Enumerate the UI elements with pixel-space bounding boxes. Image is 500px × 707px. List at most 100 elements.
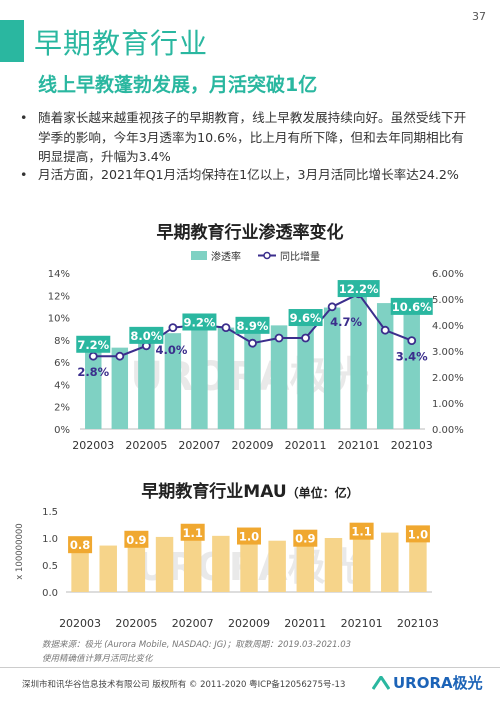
bar-value-box xyxy=(76,335,111,353)
penetration-bar xyxy=(350,293,367,429)
mau-chart-title-text: 早期教育行业MAU xyxy=(141,482,287,502)
legend-marker-yoy xyxy=(263,251,271,260)
y-tick-label: 10% xyxy=(48,314,70,325)
yoy-point xyxy=(380,325,390,335)
x-tick-label: 202003 xyxy=(72,439,114,452)
mau-bar xyxy=(155,536,174,592)
bullet-text-1: 随着家长越来越重视孩子的早期教育，线上早教发展持续向好。虽然受线下开学季的影响，… xyxy=(38,110,467,164)
y-tick-label: 1.0 xyxy=(42,534,58,545)
y-tick-label: 12% xyxy=(48,291,70,302)
bullet-dot: • xyxy=(20,110,28,125)
mau-bar xyxy=(127,541,146,592)
line-value-label: 4.7% xyxy=(330,315,362,329)
bar-value-label: 12.2% xyxy=(339,282,379,296)
x-tick-label: 202005 xyxy=(125,439,167,452)
mau-value-label: 0.8 xyxy=(70,538,90,552)
mau-value-label: 1.1 xyxy=(183,526,203,540)
mau-value-label: 0.9 xyxy=(126,533,146,547)
x-tick-label: 202007 xyxy=(172,617,214,630)
mau-bar xyxy=(409,536,427,592)
mau-value-label: 1.0 xyxy=(239,530,259,544)
yoy-point xyxy=(301,333,310,343)
mau-bar xyxy=(212,535,230,592)
y-tick-label: 8% xyxy=(54,336,70,347)
y2-tick-label: 4.00% xyxy=(432,321,464,332)
x-tick-label: 202103 xyxy=(391,439,433,452)
aurora-logo-icon xyxy=(372,676,390,690)
mau-bar xyxy=(99,545,117,592)
penetration-bar xyxy=(323,307,341,429)
source-note: 数据来源：极光 (Aurora Mobile, NASDAQ: JG)；取数周期… xyxy=(42,640,352,650)
bar-value-box xyxy=(337,280,380,298)
bar-value-label: 7.2% xyxy=(77,338,109,352)
legend-label-yoy: 同比增量 xyxy=(280,250,320,263)
footer-logo-text: URORA极光 xyxy=(393,674,483,692)
bar-value-box xyxy=(235,316,270,334)
mau-value-box xyxy=(237,527,261,545)
x-tick-label: 202011 xyxy=(284,617,326,630)
bar-value-label: 10.6% xyxy=(392,300,432,314)
yoy-point xyxy=(221,323,231,332)
y-tick-label: 4% xyxy=(54,380,70,391)
penetration-bar xyxy=(85,348,102,429)
penetration-bar xyxy=(217,327,235,429)
bar-value-box xyxy=(129,326,164,344)
yoy-point xyxy=(248,338,257,348)
x-tick-label: 202101 xyxy=(338,439,380,452)
yoy-point xyxy=(274,333,284,343)
bullet-paragraph-2: • 月活方面，2021年Q1月活均保持在1亿以上，3月月活同比增长率达24.2% xyxy=(20,165,470,185)
y-tick-label: 2% xyxy=(54,403,70,414)
mau-value-label: 0.9 xyxy=(295,532,315,546)
method-note: 使用精确值计算月活同比变化 xyxy=(42,654,153,664)
mau-bar xyxy=(71,547,89,592)
mau-value-label: 1.1 xyxy=(351,525,371,539)
y2-tick-label: 5.00% xyxy=(432,295,464,306)
bullet-dot: • xyxy=(20,167,28,182)
x-tick-label: 202011 xyxy=(285,439,327,452)
yoy-point xyxy=(407,336,417,345)
bar-value-box xyxy=(288,309,323,327)
mau-chart-title: 早期教育行业MAU（单位：亿） xyxy=(0,477,500,502)
mau-value-label: 1.0 xyxy=(408,527,428,541)
x-tick-label: 202101 xyxy=(341,617,383,630)
penetration-chart-title: 早期教育行业渗透率变化 xyxy=(156,223,344,243)
yoy-point xyxy=(115,351,125,361)
mau-chart: URORA极光1.51.00.50.0x 1000000000.80.91.11… xyxy=(15,507,439,630)
footer-logo: URORA极光 xyxy=(372,672,483,693)
page-subtitle: 线上早教蓬勃发展，月活突破1亿 xyxy=(38,74,318,96)
mau-bar xyxy=(183,534,202,592)
mau-value-box xyxy=(68,536,93,554)
x-tick-label: 202103 xyxy=(397,617,439,630)
bar-value-label: 8.9% xyxy=(237,319,269,333)
x-tick-label: 202005 xyxy=(115,617,157,630)
bullet-paragraph-1: • 随着家长越来越重视孩子的早期教育，线上早教发展持续向好。虽然受线下开学季的影… xyxy=(20,108,470,167)
yoy-point xyxy=(327,302,337,312)
bar-value-label: 9.2% xyxy=(183,315,215,329)
penetration-bar xyxy=(111,347,129,429)
y2-tick-label: 3.00% xyxy=(432,347,464,358)
penetration-bar xyxy=(376,303,394,429)
footer-copyright: 深圳市和讯华谷信息技术有限公司 版权所有 © 2011-2020 粤ICP备12… xyxy=(22,680,346,690)
bar-value-label: 8.0% xyxy=(130,329,162,343)
bar-value-label: 9.6% xyxy=(290,311,322,325)
line-value-label: 2.8% xyxy=(77,365,109,379)
bullet-text-2: 月活方面，2021年Q1月活均保持在1亿以上，3月月活同比增长率达24.2% xyxy=(38,167,459,182)
penetration-chart: URORA极光渗透率同比增量14%12%10%8%6%4%2%0%6.00%5.… xyxy=(48,250,464,452)
x-tick-label: 202009 xyxy=(232,439,274,452)
page-number: 37 xyxy=(472,10,486,23)
mau-value-box xyxy=(405,525,430,543)
mau-unit-note: （单位：亿） xyxy=(286,486,359,500)
penetration-bar xyxy=(191,326,208,429)
y-tick-label: 0.5 xyxy=(42,561,58,572)
x-tick-label: 202007 xyxy=(178,439,220,452)
mau-value-box xyxy=(293,529,318,547)
legend-swatch-penetration xyxy=(191,251,207,260)
penetration-bar xyxy=(244,329,261,429)
y-tick-label: 0% xyxy=(54,425,70,436)
y2-tick-label: 2.00% xyxy=(432,373,464,384)
mau-value-box xyxy=(124,530,149,548)
line-value-label: 4.0% xyxy=(155,343,187,357)
mau-bar xyxy=(296,540,315,592)
y-axis-label: x 100000000 xyxy=(15,523,25,579)
legend-label-penetration: 渗透率 xyxy=(211,250,241,263)
